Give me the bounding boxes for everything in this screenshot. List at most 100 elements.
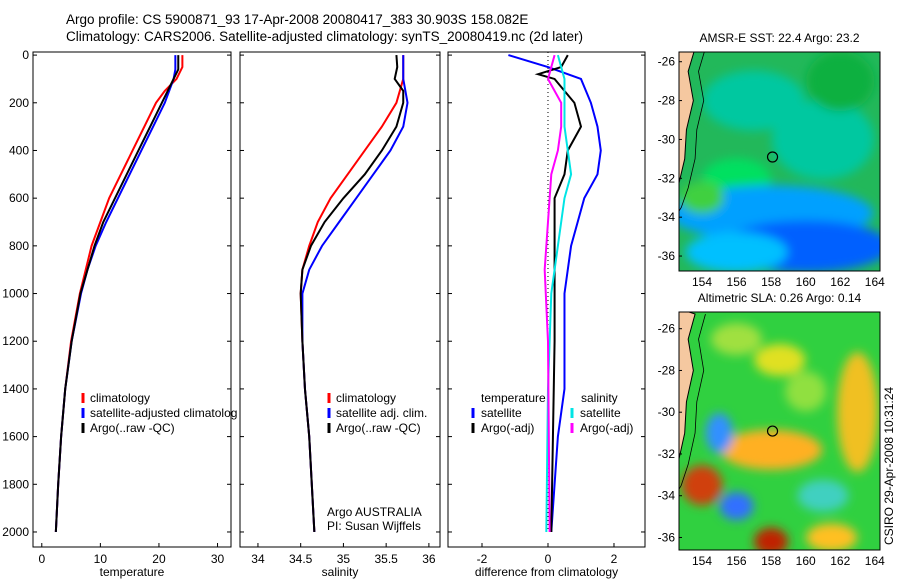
lat-tick-label: -34: [658, 210, 676, 224]
series-line-temperature-argo-adj-: [534, 54, 583, 532]
y-tick-label: 1000: [2, 287, 29, 301]
lat-tick-label: -26: [658, 55, 676, 69]
legend-heading: temperature: [481, 391, 546, 405]
annotation-text: Argo AUSTRALIA: [327, 505, 422, 519]
field-blob: [754, 527, 789, 550]
y-tick-label: 1800: [2, 477, 29, 491]
x-tick-label: 34: [251, 552, 265, 566]
lon-tick-label: 156: [727, 275, 747, 289]
legend-label: Argo(..raw -QC): [90, 421, 175, 435]
argo-float-marker: [766, 151, 779, 163]
y-tick-label: 1600: [2, 430, 29, 444]
profile-panel-2: 34 34.5 35 35.5 36 salinity climatologysatelli…: [239, 51, 441, 579]
legend-label: satellite: [580, 406, 621, 420]
plot-frame: [32, 51, 232, 548]
lat-tick-label: -30: [658, 132, 676, 146]
x-tick-label: 0: [38, 552, 45, 566]
x-tick-label: 30: [211, 552, 225, 566]
field-blob: [679, 181, 725, 214]
australia-land: [679, 52, 695, 186]
lon-tick-label: 156: [727, 554, 747, 568]
lon-tick-label: 154: [692, 554, 712, 568]
lon-tick-label: 164: [865, 554, 885, 568]
map-frame: [678, 51, 881, 272]
annotation-text: PI: Susan Wijffels: [327, 519, 421, 533]
map-frame: [678, 311, 881, 551]
plot-frame: [239, 51, 441, 548]
y-tick-label: 1400: [2, 382, 29, 396]
lon-tick-label: 154: [692, 275, 712, 289]
lon-tick-label: 158: [761, 275, 781, 289]
x-tick-label: 36: [422, 552, 436, 566]
y-tick-label: 400: [9, 143, 29, 157]
x-tick-label: 34.5: [289, 552, 313, 566]
x-axis-label: salinity: [322, 565, 359, 579]
lon-tick-label: 162: [830, 275, 850, 289]
series-line-argo-raw-qc-: [299, 55, 405, 533]
lat-tick-label: -36: [658, 530, 676, 544]
map-title: Altimetric SLA: 0.26 Argo: 0.14: [698, 291, 862, 305]
field-blob: [797, 479, 849, 512]
map-field: [679, 312, 880, 550]
x-tick-label: 0: [545, 552, 552, 566]
field-blob: [705, 413, 733, 454]
field-blob: [771, 99, 874, 180]
y-tick-label: 0: [22, 48, 29, 62]
lat-tick-label: -36: [658, 249, 676, 263]
australia-land: [679, 312, 696, 462]
figure-title-line2: Climatology: CARS2006. Satellite-adjuste…: [66, 29, 584, 44]
series-line-temperature-satellite: [508, 54, 602, 533]
map-panel-2: 154 156 158 160 162 164 -26 -28 -30 -32 -34 -36 Alti…: [658, 291, 885, 568]
lon-tick-label: 158: [761, 554, 781, 568]
legend-label: climatology: [336, 391, 396, 405]
shelf-contour: [679, 52, 705, 212]
map-title: AMSR-E SST: 22.4 Argo: 23.2: [699, 31, 859, 45]
y-tick-label: 600: [9, 191, 29, 205]
x-tick-label: 2: [611, 552, 618, 566]
legend-label: satellite adj. clim.: [336, 406, 427, 420]
legend-label: climatology: [90, 391, 150, 405]
field-blob: [702, 70, 805, 131]
profile-panel-1: 0 10 20 30 0 200 400 600 800 1000 1200 1400 1600 1800…: [2, 48, 237, 579]
x-tick-label: 20: [152, 552, 166, 566]
legend-label: Argo(-adj): [481, 421, 534, 435]
field-blob: [685, 232, 788, 271]
lat-tick-label: -30: [658, 405, 676, 419]
field-blob: [806, 523, 858, 550]
lon-tick-label: 164: [865, 275, 885, 289]
y-tick-label: 1200: [2, 334, 29, 348]
series-line-salinity-satellite: [545, 54, 573, 532]
field-blob: [785, 371, 827, 412]
shelf-contour: [679, 313, 706, 490]
lat-tick-label: -28: [658, 94, 676, 108]
lat-tick-label: -32: [658, 171, 676, 185]
legend-label: Argo(..raw -QC): [336, 421, 421, 435]
credit-text: CSIRO 29-Apr-2008 10:31:24: [882, 387, 896, 545]
map-panel-1: 154 156 158 160 162 164 -26 -28 -30 -32 -34 -36 AMSR…: [658, 31, 885, 289]
figure-title-line1: Argo profile: CS 5900871_93 17-Apr-2008 …: [66, 12, 529, 27]
field-blob: [711, 323, 763, 356]
x-axis-label: difference from climatology: [475, 565, 618, 579]
series-line-salinity-argo-adj-: [543, 54, 563, 532]
map-field: [679, 52, 880, 271]
series-line-argo-raw-qc-: [54, 55, 180, 533]
y-tick-label: 800: [9, 239, 29, 253]
lat-tick-label: -26: [658, 322, 676, 336]
field-blob: [719, 492, 754, 521]
field-blob: [681, 465, 723, 506]
x-axis-label: temperature: [100, 565, 165, 579]
lon-tick-label: 160: [796, 275, 816, 289]
legend-label: satellite-adjusted climatolog: [90, 406, 237, 420]
lon-tick-label: 162: [830, 554, 850, 568]
field-blob: [806, 52, 875, 112]
x-tick-label: -2: [477, 552, 488, 566]
y-tick-label: 2000: [2, 525, 29, 539]
lon-tick-label: 160: [796, 554, 816, 568]
field-blob: [837, 352, 878, 473]
y-tick-label: 200: [9, 96, 29, 110]
legend-heading: salinity: [581, 391, 618, 405]
x-tick-label: 35: [337, 552, 351, 566]
